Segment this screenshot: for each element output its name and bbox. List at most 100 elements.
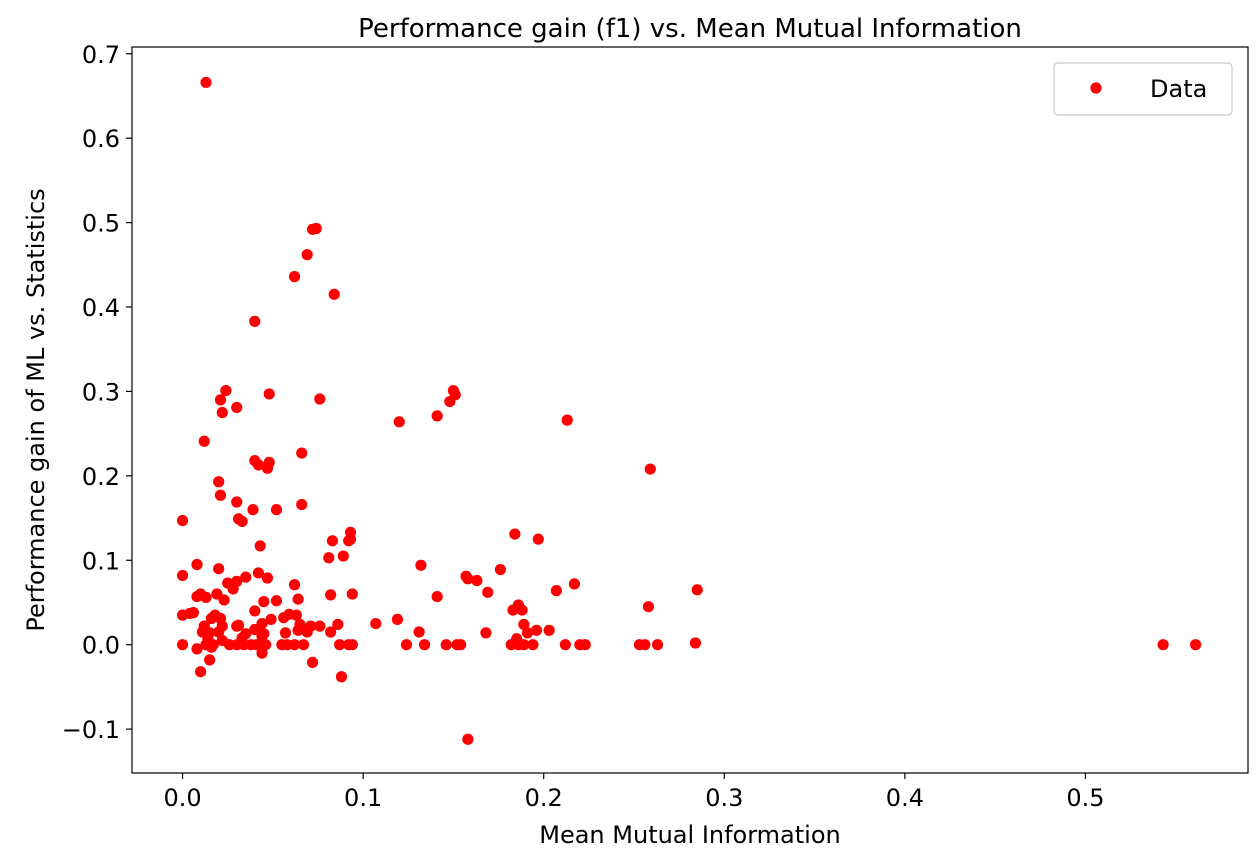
x-tick-label: 0.2 xyxy=(525,784,563,812)
data-point xyxy=(1190,639,1202,651)
data-point xyxy=(290,609,302,621)
data-point xyxy=(252,459,265,471)
x-tick-label: 0.5 xyxy=(1066,784,1104,812)
plot-area-frame xyxy=(131,46,1249,774)
y-tick-label: 0.4 xyxy=(82,294,120,322)
data-point xyxy=(205,641,218,653)
data-point xyxy=(279,627,292,639)
x-tick-label: 0.1 xyxy=(344,784,382,812)
data-point xyxy=(296,447,308,459)
data-point xyxy=(232,619,245,631)
data-point xyxy=(297,639,310,651)
data-point xyxy=(691,584,703,596)
data-point xyxy=(346,639,358,651)
data-point xyxy=(195,666,207,678)
data-point xyxy=(431,410,443,422)
data-point xyxy=(249,605,261,617)
y-tick-label: 0.5 xyxy=(82,210,120,238)
data-point xyxy=(344,533,357,545)
data-point xyxy=(444,395,456,408)
x-tick-label: 0.3 xyxy=(705,784,743,812)
data-point xyxy=(252,567,265,579)
data-point xyxy=(530,624,543,636)
data-point xyxy=(176,569,189,582)
data-point xyxy=(1157,639,1169,651)
y-tick-label: 0.0 xyxy=(82,632,120,660)
data-point xyxy=(325,589,337,601)
data-point xyxy=(220,384,232,397)
y-axis-label: Performance gain of ML vs. Statistics xyxy=(22,188,50,631)
data-point xyxy=(507,604,519,616)
data-point xyxy=(346,588,358,600)
data-point xyxy=(292,593,304,605)
data-point xyxy=(218,594,230,606)
data-point xyxy=(292,624,304,636)
data-point xyxy=(236,515,248,528)
data-point xyxy=(247,504,259,516)
data-point xyxy=(306,656,319,669)
data-point xyxy=(191,590,203,603)
data-point xyxy=(231,496,243,508)
data-point xyxy=(270,504,283,516)
data-point xyxy=(214,394,227,406)
data-point xyxy=(559,639,571,651)
data-point xyxy=(471,574,483,587)
data-point xyxy=(213,626,225,638)
legend: Data xyxy=(1053,62,1233,116)
data-point xyxy=(579,639,591,651)
data-point xyxy=(393,416,405,428)
data-point xyxy=(251,639,263,651)
data-point xyxy=(550,585,562,597)
legend-box xyxy=(1053,62,1233,116)
data-point xyxy=(176,609,189,621)
x-tick-label: 0.4 xyxy=(886,784,924,812)
data-point xyxy=(326,535,339,547)
data-point xyxy=(256,630,268,642)
data-point xyxy=(323,552,335,564)
data-point xyxy=(415,559,427,571)
chart-title: Performance gain (f1) vs. Mean Mutual In… xyxy=(358,14,1022,44)
data-point xyxy=(328,288,340,300)
data-point xyxy=(532,533,544,545)
data-point xyxy=(176,639,189,651)
data-point xyxy=(265,613,277,625)
legend-marker xyxy=(1090,82,1102,94)
data-point xyxy=(314,393,326,405)
data-point xyxy=(200,591,212,604)
y-tick-label: 0.3 xyxy=(82,378,120,406)
data-point xyxy=(516,604,528,616)
data-point xyxy=(310,222,322,235)
data-point xyxy=(204,654,216,666)
data-point xyxy=(440,639,452,651)
data-point xyxy=(270,595,283,607)
data-point xyxy=(334,639,346,651)
y-tick-label: 0.6 xyxy=(82,125,120,153)
data-point xyxy=(231,401,243,414)
data-point xyxy=(494,563,506,576)
y-tick-label: 0.2 xyxy=(82,463,120,491)
data-point xyxy=(418,639,431,651)
data-point xyxy=(213,476,225,488)
data-point xyxy=(258,596,270,608)
data-point xyxy=(431,590,443,603)
data-point xyxy=(191,558,203,571)
data-point xyxy=(213,563,225,575)
data-point xyxy=(249,315,261,327)
data-point xyxy=(518,618,530,631)
data-point xyxy=(413,626,425,638)
data-point xyxy=(370,617,382,630)
data-point xyxy=(689,637,702,649)
x-axis: 0.0 0.1 0.2 0.3 0.4 0.5 xyxy=(163,773,1105,812)
data-point xyxy=(639,639,651,651)
data-point xyxy=(249,623,261,636)
data-point xyxy=(216,406,228,419)
data-point xyxy=(509,528,521,540)
data-point xyxy=(301,249,313,261)
data-point xyxy=(227,583,239,595)
data-point xyxy=(644,463,656,475)
data-point xyxy=(176,514,189,527)
data-point xyxy=(288,639,301,651)
data-point xyxy=(261,462,274,474)
data-point xyxy=(332,618,344,631)
data-point xyxy=(288,579,301,591)
